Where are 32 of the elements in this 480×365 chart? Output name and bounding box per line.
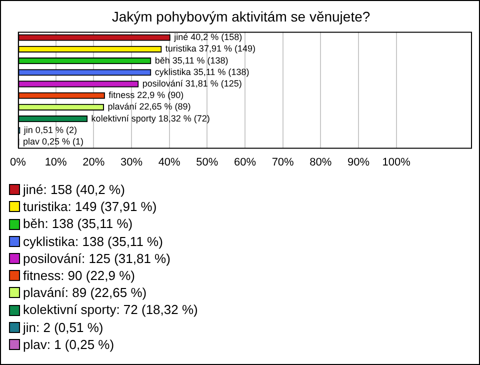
x-tick-label: 20% xyxy=(82,156,105,168)
x-tick-label: 70% xyxy=(272,156,294,168)
text: fitness: 90 (22,9 %) xyxy=(23,267,135,284)
data-label: plav 0,25 % (1) xyxy=(22,136,84,146)
text: jiné: 158 (40,2 %) xyxy=(23,181,125,198)
x-tick-label: 80% xyxy=(310,156,332,168)
data-label: kolektivní sporty 18,32 % (72) xyxy=(91,113,210,124)
x-tick-label: 90% xyxy=(347,156,370,168)
text: plav: 1 (0,25 %) xyxy=(23,336,114,354)
data-label: fitness 22,9 % (90) xyxy=(108,90,184,100)
chart-title: Jakým pohybovým aktivitám se věnujete? xyxy=(112,8,370,24)
text: jin: 2 (0,51 %) xyxy=(23,318,104,336)
x-tick-label: 60% xyxy=(234,156,256,168)
x-tick-label: 30% xyxy=(120,156,143,168)
text: posilování: 125 (31,81 %) xyxy=(23,250,170,268)
text: turistika: 149 (37,91 %) xyxy=(23,198,157,216)
text: plavání: 89 (22,65 %) xyxy=(23,284,147,302)
x-tick-label: 40% xyxy=(158,156,181,168)
data-label: plavání 22,65 % (89) xyxy=(108,102,191,112)
x-tick-label: 10% xyxy=(44,156,68,168)
data-label: cyklistika 35,11 % (138) xyxy=(154,66,250,77)
x-tick-label: 100% xyxy=(382,156,411,168)
data-label: posilování 31,81 % (125) xyxy=(142,78,242,88)
data-label: jiné 40,2 % (158) xyxy=(173,32,242,42)
x-tick-label: 50% xyxy=(196,156,218,168)
data-label: turistika 37,91 % (149) xyxy=(165,44,256,54)
data-label: jin 0,51 % (2) xyxy=(22,124,77,135)
x-tick-label: 0% xyxy=(10,156,26,168)
text: kolektivní sporty: 72 (18,32 %) xyxy=(23,301,198,319)
text: cyklistika: 138 (35,11 %) xyxy=(23,232,163,250)
text: běh: 138 (35,11 %) xyxy=(23,215,133,233)
data-label: běh 35,11 % (138) xyxy=(154,55,228,66)
